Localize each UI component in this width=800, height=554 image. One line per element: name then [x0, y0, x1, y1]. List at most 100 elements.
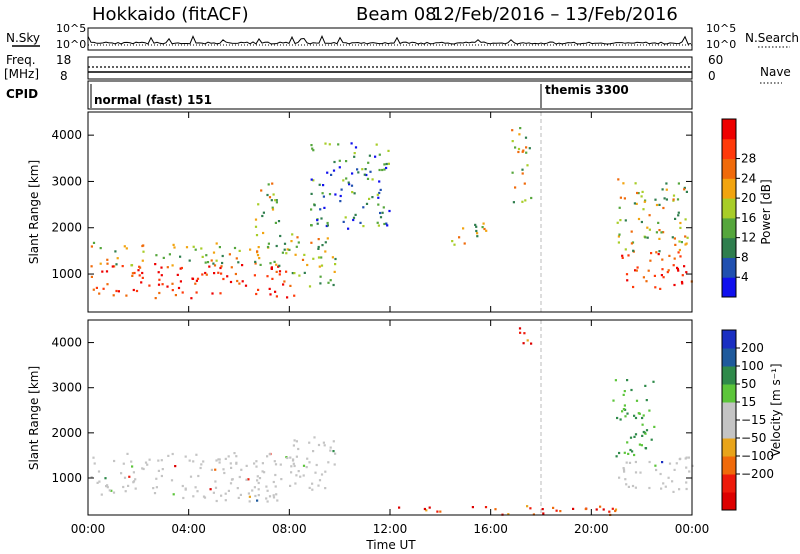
echo-cell — [677, 211, 680, 214]
echo-cell — [334, 263, 337, 266]
echo-cell — [338, 159, 341, 162]
echo-cell — [381, 168, 384, 172]
echo-cell — [219, 292, 222, 295]
echo-cell — [114, 250, 117, 253]
echo-cell — [673, 283, 676, 287]
echo-cell — [633, 202, 636, 205]
x-axis-label: Time UT — [365, 538, 416, 552]
echo-cell — [181, 291, 184, 294]
echo-cell — [157, 283, 161, 286]
echo-cell — [113, 265, 116, 268]
echo-cell — [334, 452, 337, 455]
echo-cell — [157, 469, 160, 472]
echo-cell — [519, 127, 522, 130]
echo-cell — [353, 192, 356, 195]
echo-cell — [192, 495, 195, 498]
echo-cell — [668, 254, 671, 257]
echo-cell — [141, 276, 144, 279]
echo-cell — [98, 292, 101, 295]
echo-cell — [292, 462, 295, 465]
echo-cell — [634, 182, 637, 185]
echo-cell — [678, 458, 681, 461]
echo-cell — [233, 246, 237, 250]
echo-cell — [148, 284, 151, 287]
echo-cell — [113, 459, 116, 463]
echo-cell — [621, 254, 624, 257]
echo-cell — [382, 206, 385, 209]
x-tick-label: 00:00 — [71, 522, 106, 536]
echo-cell — [634, 471, 638, 474]
echo-cell — [641, 434, 644, 437]
echo-cell — [238, 249, 241, 252]
echo-cell — [662, 206, 665, 210]
echo-cell — [648, 228, 651, 231]
x-tick-label: 00:00 — [675, 522, 710, 536]
echo-cell — [521, 172, 524, 175]
echo-cell — [366, 177, 370, 180]
echo-cell — [633, 435, 636, 438]
echo-cell — [177, 286, 181, 290]
echo-cell — [352, 218, 355, 222]
echo-cell — [526, 505, 529, 508]
colorbar-tick-label: 20 — [741, 191, 756, 205]
echo-cell — [665, 198, 668, 201]
echo-cell — [211, 292, 214, 295]
echo-cell — [323, 444, 326, 447]
echo-cell — [507, 513, 510, 516]
echo-cell — [257, 203, 260, 206]
echo-cell — [261, 470, 264, 473]
colorbar-segment — [722, 348, 736, 367]
echo-cell — [269, 293, 272, 296]
echo-cell — [266, 245, 270, 249]
echo-cell — [617, 235, 620, 238]
echo-cell — [316, 222, 319, 225]
echo-cell — [318, 183, 321, 186]
echo-cell — [311, 488, 314, 491]
echo-cell — [296, 236, 299, 239]
echo-cell — [210, 468, 213, 471]
colorbar-segment — [722, 474, 736, 493]
echo-cell — [685, 456, 688, 459]
echo-cell — [317, 484, 320, 487]
echo-cell — [630, 230, 633, 233]
echo-cell — [559, 510, 562, 513]
y-tick-label: 1000 — [51, 267, 82, 281]
echo-cell — [92, 288, 95, 291]
echo-cell — [215, 259, 218, 262]
echo-cell — [312, 257, 315, 260]
echo-cell — [676, 266, 679, 269]
echo-cell — [146, 463, 149, 466]
echo-cell — [192, 245, 195, 248]
echo-cell — [97, 470, 101, 473]
colorbar-segment — [722, 119, 736, 140]
echo-cell — [377, 196, 380, 199]
echo-cell — [517, 150, 520, 154]
echo-cell — [289, 484, 292, 487]
power-colorbar: 4 8 12 16 20 24 28 — [721, 118, 756, 298]
echo-cell — [662, 231, 665, 234]
echo-cell — [261, 462, 264, 465]
echo-cell — [131, 272, 134, 275]
echo-cell — [323, 206, 326, 209]
echo-cell — [624, 478, 627, 481]
power-ylabel: Slant Range [km] — [27, 160, 41, 264]
echo-cell — [623, 197, 626, 200]
echo-cell — [572, 507, 575, 510]
echo-cell — [255, 460, 258, 463]
echo-cell — [684, 218, 687, 221]
echo-cell — [644, 432, 647, 435]
echo-cell — [329, 449, 332, 452]
echo-cell — [671, 236, 674, 239]
echo-cell — [158, 278, 161, 281]
echo-cell — [266, 489, 269, 492]
echo-cell — [368, 197, 371, 200]
echo-cell — [675, 462, 678, 465]
echo-cell — [280, 478, 283, 481]
echo-cell — [672, 199, 675, 202]
noise-tick-left-top: 10^5 — [56, 22, 86, 35]
echo-cell — [667, 269, 670, 272]
echo-cell — [345, 177, 348, 180]
echo-cell — [278, 273, 281, 276]
echo-cell — [301, 258, 305, 261]
echo-cell — [614, 379, 617, 382]
